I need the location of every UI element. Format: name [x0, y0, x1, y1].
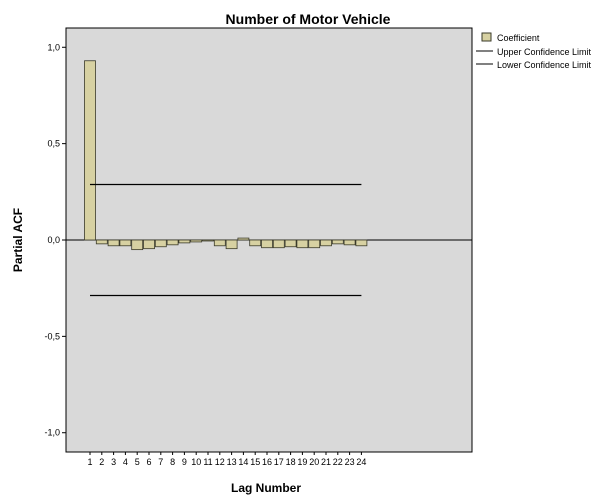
x-tick-label: 15 [250, 457, 260, 467]
bar-lag-8 [166, 239, 179, 246]
bar-lag-12 [213, 239, 226, 247]
bar-lag-16 [261, 239, 273, 249]
x-tick-label: 17 [274, 457, 284, 467]
bar-lag-4 [119, 239, 132, 247]
bar-lag-19 [296, 239, 309, 249]
bar-lag-6 [143, 239, 155, 250]
bar-lag-14 [237, 237, 250, 241]
bar-lag-21 [320, 239, 332, 247]
bar-lag-20 [308, 239, 321, 249]
x-tick-label: 20 [309, 457, 319, 467]
bar-lag-23 [343, 239, 356, 246]
x-tick-label: 7 [158, 457, 163, 467]
x-tick-label: 24 [356, 457, 366, 467]
bar-lag-10 [190, 239, 203, 243]
bar-lag-17 [272, 239, 285, 249]
x-tick-label: 19 [297, 457, 307, 467]
x-axis-title: Lag Number [231, 481, 301, 495]
bar-lag-22 [331, 239, 344, 245]
x-tick-label: 5 [135, 457, 140, 467]
x-tick-label: 13 [227, 457, 237, 467]
chart-title: Number of Motor Vehicle [226, 11, 391, 27]
x-tick-label: 22 [333, 457, 343, 467]
y-axis-title: Partial ACF [11, 208, 25, 272]
x-tick-label: 16 [262, 457, 272, 467]
bar-lag-3 [107, 239, 120, 247]
legend-swatch-coefficient [481, 32, 492, 42]
y-tick-label: 1,0 [47, 42, 60, 52]
x-tick-label: 11 [203, 457, 212, 467]
x-tick-label: 3 [111, 457, 116, 467]
x-tick-label: 18 [286, 457, 296, 467]
legend-label-upper: Upper Confidence Limit [497, 47, 592, 57]
bar-lag-11 [202, 239, 214, 242]
x-tick-label: 2 [99, 457, 104, 467]
x-tick-label: 1 [87, 457, 92, 467]
y-tick-label: 0,0 [47, 235, 60, 245]
bar-lag-13 [225, 239, 238, 250]
bar-lag-2 [95, 239, 108, 245]
x-tick-label: 23 [345, 457, 355, 467]
x-tick-label: 6 [146, 457, 151, 467]
bar-lag-15 [249, 239, 262, 247]
x-tick-label: 14 [238, 457, 248, 467]
x-tick-label: 9 [182, 457, 187, 467]
legend-label-coefficient: Coefficient [497, 33, 540, 43]
bar-lag-5 [131, 239, 144, 251]
bar-lag-7 [154, 239, 167, 248]
y-tick-label: -0,5 [44, 331, 60, 341]
x-tick-label: 4 [123, 457, 128, 467]
x-tick-label: 12 [215, 457, 225, 467]
bar-lag-9 [178, 239, 191, 244]
legend: Coefficient Upper Confidence Limit Lower… [476, 32, 592, 70]
x-tick-label: 10 [191, 457, 201, 467]
y-tick-label: -1,0 [44, 428, 60, 438]
bar-lag-18 [284, 239, 297, 248]
x-tick-label: 8 [170, 457, 175, 467]
y-tick-label: 0,5 [47, 139, 60, 149]
x-tick-label: 21 [321, 457, 331, 467]
bar-lag-24 [355, 239, 368, 247]
legend-label-lower: Lower Confidence Limit [497, 60, 592, 70]
bar-lag-1 [84, 60, 96, 241]
